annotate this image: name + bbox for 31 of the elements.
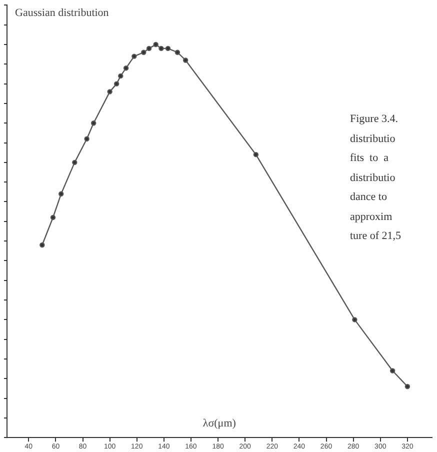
point (118, 73, 124, 79)
annotation: Figure 3.4. (350, 113, 398, 125)
point (107, 89, 112, 94)
point (84, 136, 90, 142)
point (352, 317, 358, 322)
annotation: fits to a (350, 152, 388, 164)
point (40, 242, 45, 248)
point (158, 46, 164, 52)
point (146, 46, 152, 52)
point (253, 152, 259, 158)
annotation: approxim (350, 210, 392, 222)
point (132, 54, 137, 59)
point (114, 81, 120, 86)
annotation: dance to (350, 191, 387, 203)
point (90, 120, 96, 126)
point (123, 65, 129, 71)
point (174, 50, 180, 55)
point (404, 384, 410, 390)
annotation: distributio (350, 132, 396, 144)
point (153, 42, 158, 48)
point (165, 46, 171, 52)
annotation: ture of 21,5 (350, 230, 402, 242)
point (72, 160, 78, 166)
annotation: distributio (350, 172, 396, 184)
chart-title: Gaussian distribution (15, 7, 110, 20)
point (58, 191, 64, 196)
point (50, 214, 56, 220)
point (141, 50, 146, 55)
x-axis-title: λσ(μm) (202, 417, 236, 430)
point (390, 368, 396, 374)
point (182, 58, 188, 63)
